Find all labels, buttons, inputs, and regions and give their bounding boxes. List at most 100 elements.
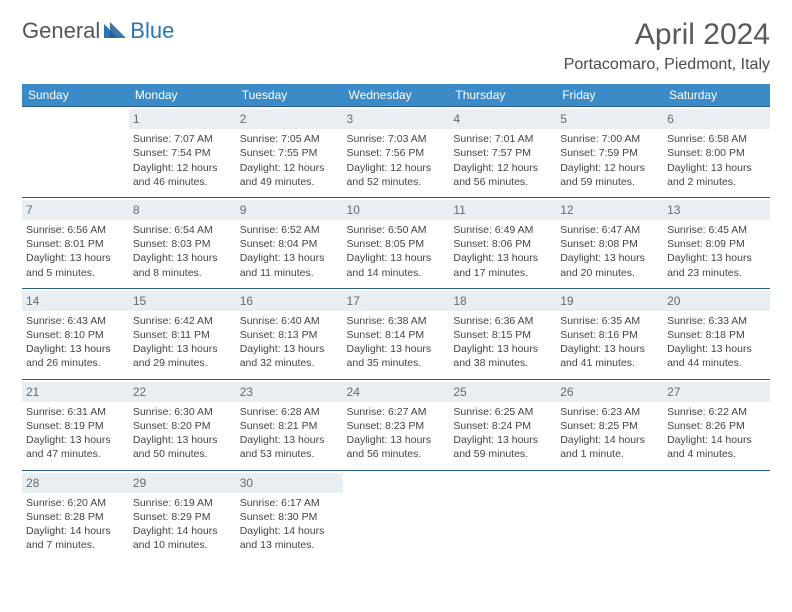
daylight-text: Daylight: 12 hours and 49 minutes. [240,161,339,189]
calendar-day-cell: 2 Sunrise: 7:05 AMSunset: 7:55 PMDaylight… [236,107,343,198]
sunset-text: Sunset: 8:24 PM [453,419,552,433]
sunrise-text: Sunrise: 6:23 AM [560,405,659,419]
sunrise-text: Sunrise: 6:40 AM [240,314,339,328]
calendar-day-cell: 14Sunrise: 6:43 AMSunset: 8:10 PMDayligh… [22,288,129,379]
day-number: 14 [22,291,129,311]
sunset-text: Sunset: 8:18 PM [667,328,766,342]
daylight-text: Daylight: 13 hours and 32 minutes. [240,342,339,370]
day-number: 1 [129,109,236,129]
calendar-day-cell: 5Sunrise: 7:00 AMSunset: 7:59 PMDaylight… [556,107,663,198]
sunset-text: Sunset: 8:13 PM [240,328,339,342]
sunrise-text: Sunrise: 6:52 AM [240,223,339,237]
sunrise-text: Sunrise: 6:54 AM [133,223,232,237]
daylight-text: Daylight: 13 hours and 26 minutes. [26,342,125,370]
day-number: 5 [556,109,663,129]
weekday-header: Friday [556,84,663,107]
sunset-text: Sunset: 7:55 PM [240,146,339,160]
daylight-text: Daylight: 13 hours and 11 minutes. [240,251,339,279]
day-number: 8 [129,200,236,220]
calendar-day-cell: 21Sunrise: 6:31 AMSunset: 8:19 PMDayligh… [22,379,129,470]
calendar-day-cell: 8Sunrise: 6:54 AMSunset: 8:03 PMDaylight… [129,197,236,288]
sunrise-text: Sunrise: 6:19 AM [133,496,232,510]
weekday-header: Monday [129,84,236,107]
day-number: 10 [343,200,450,220]
calendar-day-cell: 18Sunrise: 6:36 AMSunset: 8:15 PMDayligh… [449,288,556,379]
sunset-text: Sunset: 8:29 PM [133,510,232,524]
calendar-day-cell: 22Sunrise: 6:30 AMSunset: 8:20 PMDayligh… [129,379,236,470]
sunset-text: Sunset: 8:04 PM [240,237,339,251]
calendar-day-cell: 26Sunrise: 6:23 AMSunset: 8:25 PMDayligh… [556,379,663,470]
sunrise-text: Sunrise: 6:31 AM [26,405,125,419]
day-number: 4 [449,109,556,129]
sunset-text: Sunset: 8:23 PM [347,419,446,433]
calendar-week-row: 7Sunrise: 6:56 AMSunset: 8:01 PMDaylight… [22,197,770,288]
sunrise-text: Sunrise: 6:17 AM [240,496,339,510]
sunrise-text: Sunrise: 6:45 AM [667,223,766,237]
daylight-text: Daylight: 14 hours and 1 minute. [560,433,659,461]
daylight-text: Daylight: 13 hours and 59 minutes. [453,433,552,461]
sunrise-text: Sunrise: 6:25 AM [453,405,552,419]
calendar-day-cell [449,470,556,560]
daylight-text: Daylight: 14 hours and 13 minutes. [240,524,339,552]
daylight-text: Daylight: 13 hours and 41 minutes. [560,342,659,370]
sunset-text: Sunset: 8:00 PM [667,146,766,160]
daylight-text: Daylight: 13 hours and 53 minutes. [240,433,339,461]
logo: General Blue [22,18,174,44]
day-number: 24 [343,382,450,402]
sunset-text: Sunset: 8:30 PM [240,510,339,524]
sunset-text: Sunset: 7:59 PM [560,146,659,160]
weekday-header: Tuesday [236,84,343,107]
sunrise-text: Sunrise: 6:33 AM [667,314,766,328]
daylight-text: Daylight: 14 hours and 4 minutes. [667,433,766,461]
sunset-text: Sunset: 7:54 PM [133,146,232,160]
daylight-text: Daylight: 13 hours and 44 minutes. [667,342,766,370]
weekday-header: Sunday [22,84,129,107]
day-number: 2 [236,109,343,129]
day-number: 18 [449,291,556,311]
calendar-day-cell: 7Sunrise: 6:56 AMSunset: 8:01 PMDaylight… [22,197,129,288]
sunrise-text: Sunrise: 7:05 AM [240,132,339,146]
daylight-text: Daylight: 13 hours and 29 minutes. [133,342,232,370]
daylight-text: Daylight: 13 hours and 5 minutes. [26,251,125,279]
sunset-text: Sunset: 8:16 PM [560,328,659,342]
daylight-text: Daylight: 13 hours and 17 minutes. [453,251,552,279]
day-number: 13 [663,200,770,220]
sunset-text: Sunset: 8:05 PM [347,237,446,251]
day-number: 6 [663,109,770,129]
sunrise-text: Sunrise: 6:27 AM [347,405,446,419]
daylight-text: Daylight: 13 hours and 35 minutes. [347,342,446,370]
day-number: 3 [343,109,450,129]
daylight-text: Daylight: 13 hours and 2 minutes. [667,161,766,189]
daylight-text: Daylight: 14 hours and 7 minutes. [26,524,125,552]
sunrise-text: Sunrise: 6:56 AM [26,223,125,237]
sunset-text: Sunset: 8:11 PM [133,328,232,342]
page-title: April 2024 [564,18,770,52]
sunrise-text: Sunrise: 7:03 AM [347,132,446,146]
sunset-text: Sunset: 8:08 PM [560,237,659,251]
day-number: 11 [449,200,556,220]
sunset-text: Sunset: 8:28 PM [26,510,125,524]
sunrise-text: Sunrise: 7:07 AM [133,132,232,146]
day-number: 16 [236,291,343,311]
calendar-day-cell: 16 Sunrise: 6:40 AMSunset: 8:13 PMDayligh… [236,288,343,379]
day-number: 22 [129,382,236,402]
calendar-day-cell: 23Sunrise: 6:28 AMSunset: 8:21 PMDayligh… [236,379,343,470]
calendar-week-row: 1 Sunrise: 7:07 AMSunset: 7:54 PM Daylight… [22,107,770,198]
sunset-text: Sunset: 8:10 PM [26,328,125,342]
calendar-day-cell: 20Sunrise: 6:33 AMSunset: 8:18 PMDayligh… [663,288,770,379]
calendar-day-cell [343,470,450,560]
sunrise-text: Sunrise: 6:30 AM [133,405,232,419]
calendar-day-cell: 6Sunrise: 6:58 AMSunset: 8:00 PMDaylight… [663,107,770,198]
daylight-text: Daylight: 13 hours and 23 minutes. [667,251,766,279]
sunset-text: Sunset: 8:09 PM [667,237,766,251]
weekday-header: Thursday [449,84,556,107]
weekday-header: Saturday [663,84,770,107]
daylight-text: Daylight: 12 hours and 59 minutes. [560,161,659,189]
calendar-week-row: 14Sunrise: 6:43 AMSunset: 8:10 PMDayligh… [22,288,770,379]
day-number: 17 [343,291,450,311]
day-number: 25 [449,382,556,402]
daylight-text: Daylight: 13 hours and 38 minutes. [453,342,552,370]
calendar-day-cell: 29Sunrise: 6:19 AMSunset: 8:29 PMDayligh… [129,470,236,560]
day-number: 23 [236,382,343,402]
sunrise-text: Sunrise: 6:35 AM [560,314,659,328]
